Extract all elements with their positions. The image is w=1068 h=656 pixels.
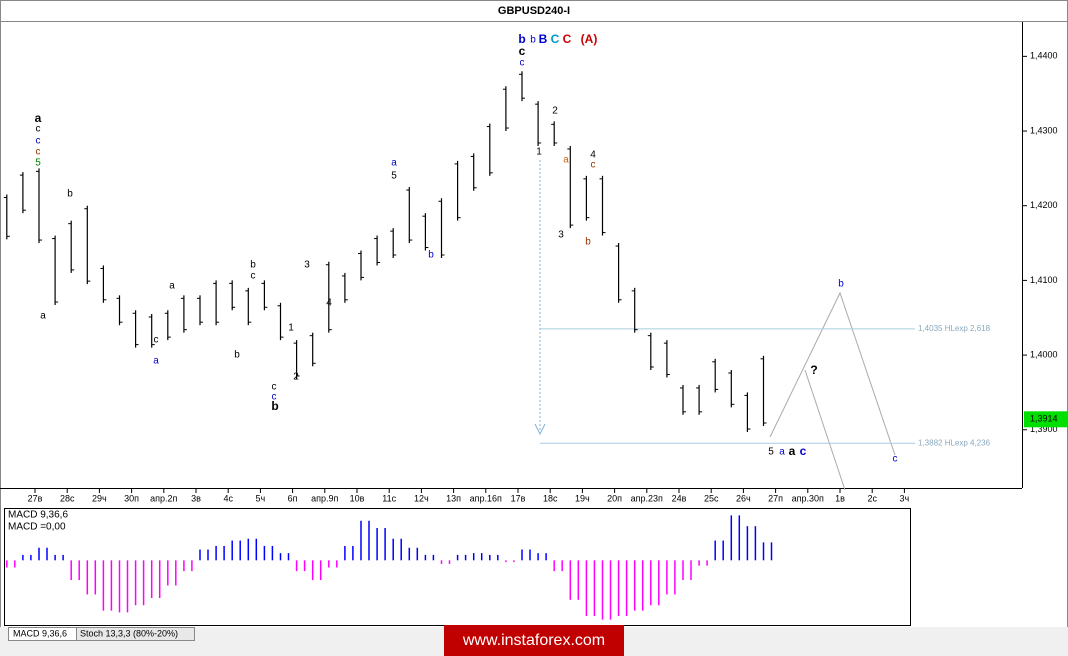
tab-label[interactable]: MACD 9,36,6 — [13, 628, 67, 638]
chart-title: GBPUSD240-I — [498, 5, 570, 17]
y-tick-label: 1,4000 — [1030, 349, 1058, 359]
x-tick-label: апр.9п — [311, 493, 338, 503]
wave-label: c — [893, 454, 898, 465]
wave-label: 5 — [768, 447, 774, 458]
wave-label: b — [271, 399, 278, 413]
y-tick-label: 1,4300 — [1030, 125, 1058, 135]
wave-label: C — [551, 32, 560, 46]
y-tick-label: 1,4400 — [1030, 51, 1058, 61]
x-tick-label: апр.23п — [631, 493, 663, 503]
x-tick-label: 17в — [511, 493, 526, 503]
wave-label: a — [563, 155, 569, 166]
wave-label: C — [563, 32, 572, 46]
projection-arrow — [534, 423, 546, 436]
tab[interactable] — [76, 627, 195, 641]
last-price-label: 1,3914 — [1030, 414, 1058, 424]
wave-label: c — [272, 392, 277, 403]
wave-label: c — [520, 58, 525, 69]
x-tick-label: апр.2п — [150, 493, 177, 503]
x-tick-label: 10в — [350, 493, 365, 503]
x-tick-label: 5ч — [256, 493, 266, 503]
watermark-box — [444, 625, 624, 656]
x-tick-label: 3ч — [900, 493, 910, 503]
wave-label: b — [428, 250, 434, 261]
wave-label: a — [779, 447, 785, 458]
x-tick-label: 6п — [288, 493, 298, 503]
x-tick-label: апр.30п — [792, 493, 824, 503]
wave-label: 2 — [552, 106, 558, 117]
wave-label: 5 — [35, 158, 41, 169]
wave-label: 5 — [391, 171, 397, 182]
wave-label: 2 — [293, 372, 299, 383]
wave-label: b — [518, 32, 525, 46]
wave-label: a — [35, 111, 42, 125]
wave-label: a — [391, 158, 397, 169]
wave-label: 3 — [558, 230, 564, 241]
wave-label: a — [169, 281, 175, 292]
wave-label: (A) — [581, 32, 598, 46]
wave-label: b — [530, 35, 536, 46]
wave-label: c — [36, 124, 41, 135]
wave-label: b — [67, 189, 73, 200]
x-tick-label: 20п — [607, 493, 622, 503]
wave-label: b — [585, 237, 591, 248]
watermark: www.instaforex.com — [462, 632, 605, 649]
wave-label: a — [40, 311, 46, 322]
wave-label: ? — [810, 363, 817, 377]
x-tick-label: 4с — [223, 493, 233, 503]
wave-label: c — [519, 44, 526, 58]
wave-label: c — [36, 147, 41, 158]
x-tick-label: 12ч — [414, 493, 429, 503]
wave-label: b — [234, 350, 240, 361]
wave-label: a — [153, 356, 159, 367]
x-tick-label: 25с — [704, 493, 719, 503]
x-tick-label: 26ч — [736, 493, 751, 503]
wave-label: c — [591, 160, 596, 171]
x-tick-label: 18с — [543, 493, 558, 503]
wave-label: c — [251, 271, 256, 282]
x-tick-label: апр.16п — [470, 493, 502, 503]
wave-label: c — [800, 444, 807, 458]
forecast-path — [769, 291, 896, 491]
wave-label: 3 — [304, 260, 310, 271]
level-label: 1,4035 HLexp 2,618 — [918, 324, 991, 333]
x-tick-label: 27п — [768, 493, 783, 503]
tab-label[interactable]: Stoch 13,3,3 (80%-20%) — [80, 628, 178, 638]
x-tick-label: 11с — [382, 493, 396, 503]
y-tick-label: 1,4200 — [1030, 200, 1058, 210]
x-tick-label: 1в — [835, 493, 845, 503]
wave-label: 1 — [536, 147, 542, 158]
wave-label: 4 — [326, 298, 332, 309]
wave-label: B — [539, 32, 548, 46]
x-tick-label: 24в — [672, 493, 687, 503]
wave-label: c — [154, 335, 159, 346]
y-tick-label: 1,4100 — [1030, 275, 1058, 285]
wave-label: c — [272, 382, 277, 393]
x-tick-label: 19ч — [575, 493, 590, 503]
wave-label: a — [789, 444, 796, 458]
wave-label: 4 — [590, 150, 596, 161]
wave-label: b — [838, 279, 844, 290]
wave-label: 1 — [288, 323, 294, 334]
y-tick-label: 1,3900 — [1030, 424, 1058, 434]
panel-subtitle: MACD =0,00 — [8, 522, 66, 533]
x-tick-label: 2с — [867, 493, 877, 503]
x-tick-label: 27в — [28, 493, 43, 503]
x-tick-label: 3в — [191, 493, 201, 503]
wave-label: c — [36, 136, 41, 147]
x-tick-label: 30п — [124, 493, 139, 503]
wave-label: b — [250, 260, 256, 271]
level-label: 1,3882 HLexp 4,236 — [918, 438, 991, 447]
x-tick-label: 29ч — [92, 493, 107, 503]
x-tick-label: 28с — [60, 493, 75, 503]
x-tick-label: 13п — [446, 493, 461, 503]
panel-title: MACD 9,36,6 — [8, 510, 68, 521]
last-price-box — [1024, 411, 1068, 428]
